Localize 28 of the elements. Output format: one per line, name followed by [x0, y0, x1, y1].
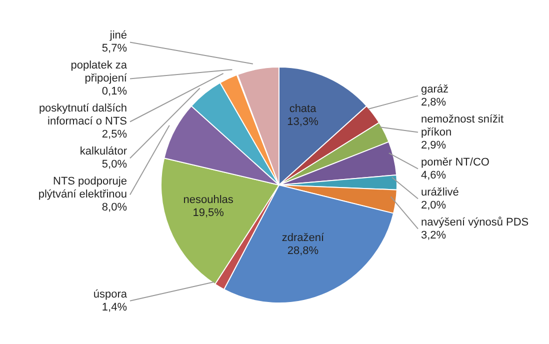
data-label: 8,0% [102, 202, 128, 214]
data-label: 2,9% [421, 139, 446, 152]
data-label: 2,5% [102, 128, 128, 141]
data-label: 1,4% [102, 301, 128, 314]
slice-label: garáž [421, 83, 449, 96]
slice-label: jiné [108, 30, 127, 42]
data-label: 0,1% [102, 86, 128, 98]
slice-label: navýšení výnosů PDS [421, 216, 529, 228]
slice-label: poplatek za připojení [70, 60, 128, 85]
slice-label: NTS podporuje plýtvání elektřinou [38, 176, 127, 201]
slice-label: poměr NT/CO [421, 156, 490, 168]
data-label: 13,3% [287, 116, 319, 128]
slice-label: urážlivé [421, 186, 459, 198]
data-label: 5,0% [102, 158, 128, 171]
slice-label: nesouhlas [183, 194, 234, 206]
data-label: 4,6% [421, 169, 446, 182]
data-label: 3,2% [421, 229, 446, 242]
slice-label: poskytnutí dalších informací o NTS [38, 102, 127, 128]
slice-label: kalkulátor [80, 146, 128, 158]
data-label: 28,8% [287, 245, 319, 258]
data-label: 2,8% [421, 96, 446, 108]
data-label: 5,7% [102, 42, 128, 55]
data-label: 2,0% [421, 199, 446, 212]
slice-label: zdražení [282, 232, 326, 244]
data-label: 19,5% [192, 207, 224, 220]
slice-label: chata [289, 102, 318, 115]
slice-label: nemožnost snížit příkon [421, 113, 504, 138]
slice-label: úspora [93, 288, 128, 300]
